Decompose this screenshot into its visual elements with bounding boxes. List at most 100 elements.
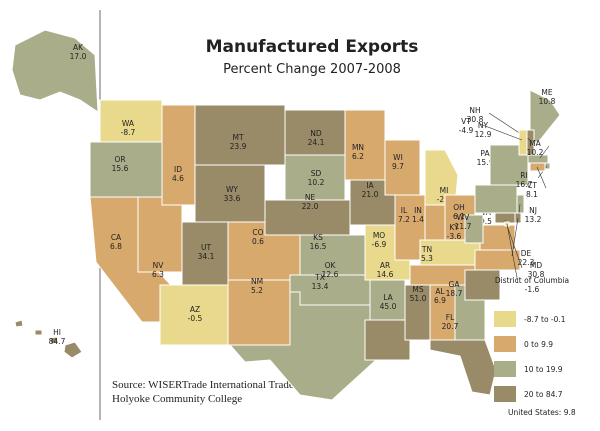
state-name: AR: [380, 261, 390, 270]
legend-swatch: [494, 386, 516, 402]
state-name: ID: [174, 165, 182, 174]
state-name: DE: [521, 249, 532, 258]
state-value: 22.0: [302, 202, 319, 211]
legend-swatch: [494, 361, 516, 377]
map-subtitle: Percent Change 2007-2008: [223, 62, 401, 77]
state-shape: [11, 29, 99, 113]
state-value: 13.2: [525, 215, 542, 224]
state-name: FL: [446, 313, 455, 322]
state-value: 10.2: [527, 148, 544, 157]
state-name: KY: [449, 223, 459, 232]
state-value: 45.0: [380, 302, 397, 311]
state-name: WI: [393, 153, 403, 162]
leader-line: [506, 223, 519, 284]
state-shape: [63, 341, 83, 359]
state-name: VT: [461, 117, 471, 126]
state-shape: [429, 339, 497, 396]
legend-label: -8.7 to -0.1: [524, 315, 566, 324]
state-value: 6.8: [110, 242, 122, 251]
state-value: -2.8: [437, 195, 452, 204]
leader-line: [536, 166, 547, 189]
state-shape: [516, 194, 525, 214]
legend-label: 10 to 19.9: [524, 365, 563, 374]
state-value: 5.3: [421, 254, 433, 263]
state-name: OH: [453, 203, 465, 212]
state-name: OR: [114, 155, 125, 164]
state-name: TN: [421, 245, 432, 254]
legend-swatch: [494, 336, 516, 352]
state-shape: [464, 214, 484, 244]
state-value: 4.6: [172, 174, 184, 183]
state-name: MO: [373, 231, 385, 240]
state-value: 11.7: [455, 222, 472, 231]
state-name: WY: [226, 185, 238, 194]
state-name: GA: [449, 280, 461, 289]
leader-line: [539, 145, 550, 159]
state-name: KS: [313, 233, 323, 242]
state-name: MT: [232, 133, 243, 142]
state-name: CT: [527, 181, 537, 190]
legend-label: 20 to 84.7: [524, 390, 563, 399]
state-value: -4.9: [459, 126, 474, 135]
state-shape: [464, 269, 501, 301]
state-shape: [494, 212, 516, 224]
state-value: 12.9: [475, 130, 492, 139]
state-shape: [474, 249, 521, 271]
source-line: Source: WISERTrade International Trade D…: [112, 379, 340, 391]
state-value: 0.6: [252, 237, 264, 246]
state-value: -1.6: [525, 285, 540, 294]
state-value: 51.0: [410, 294, 427, 303]
state-value: -0.5: [188, 314, 203, 323]
state-shape: [518, 129, 528, 156]
state-name: MN: [352, 143, 364, 152]
state-name: MA: [529, 139, 541, 148]
leader-line: [479, 123, 523, 141]
state-name: District of Columbia: [495, 276, 569, 285]
state-name: RI: [520, 171, 527, 180]
legend-label: 0 to 9.9: [524, 340, 553, 349]
state-shape: [34, 329, 43, 336]
state-value: 33.6: [224, 194, 241, 203]
state-value: 6.9: [434, 296, 446, 305]
state-value: 23.9: [230, 142, 247, 151]
state-name: IN: [414, 206, 422, 215]
state-value: 30.8: [467, 115, 484, 124]
state-name: NJ: [529, 206, 537, 215]
state-name: MS: [412, 285, 423, 294]
state-value: 6.3: [152, 270, 164, 279]
state-shape: [529, 162, 546, 172]
state-shape: [424, 149, 459, 206]
state-name: MD: [530, 261, 542, 270]
state-value: -8.7: [121, 128, 136, 137]
state-name: LA: [383, 293, 393, 302]
state-name: NM: [251, 277, 263, 286]
state-value: 1.4: [412, 215, 424, 224]
state-name: CO: [252, 228, 263, 237]
state-value: 21.0: [362, 190, 379, 199]
state-value: 9.5: [480, 217, 492, 226]
state-value: 13.4: [312, 282, 329, 291]
source-line: Holyoke Community College: [112, 393, 242, 405]
state-name: IA: [366, 181, 374, 190]
state-value: -6.9: [372, 240, 387, 249]
state-value: 17.0: [70, 52, 87, 61]
state-value: 14.6: [377, 270, 394, 279]
state-shape: [161, 104, 196, 206]
map-title: Manufactured Exports: [206, 37, 419, 57]
state-value: 12.6: [322, 270, 339, 279]
state-name: AL: [435, 287, 445, 296]
leader-line: [518, 203, 521, 214]
state-shape: [49, 336, 59, 345]
state-name: IL: [401, 206, 408, 215]
state-name: OK: [325, 261, 337, 270]
state-name: MI: [440, 186, 449, 195]
state-value: -3.6: [447, 232, 462, 241]
state-value: 84.7: [49, 337, 66, 346]
state-name: NE: [305, 193, 316, 202]
state-value: 18.7: [446, 289, 463, 298]
state-shape: [474, 184, 518, 214]
state-name: SD: [311, 169, 322, 178]
state-value: 15.6: [112, 164, 129, 173]
state-name: ND: [310, 129, 322, 138]
